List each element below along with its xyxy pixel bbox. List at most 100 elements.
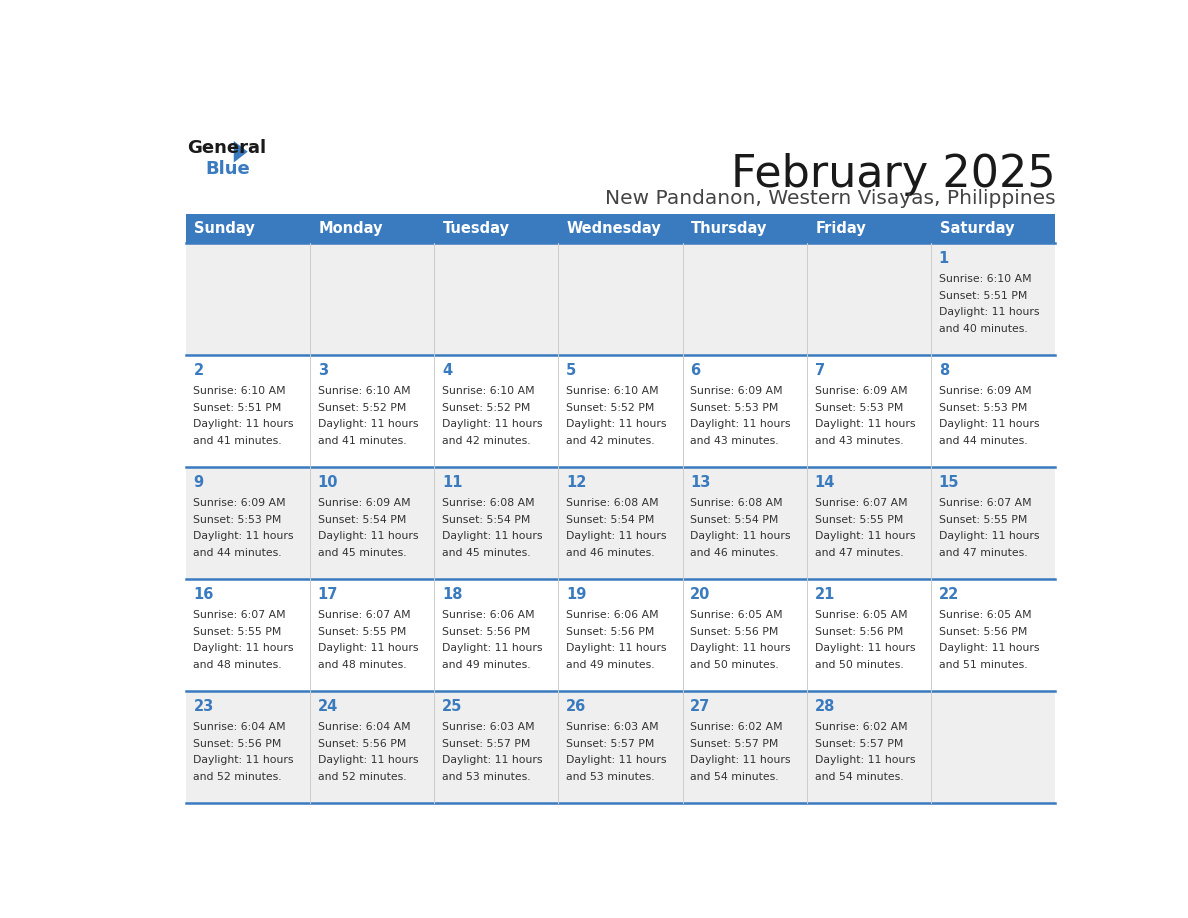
Text: Sunrise: 6:09 AM: Sunrise: 6:09 AM — [690, 386, 783, 397]
Text: Sunset: 5:53 PM: Sunset: 5:53 PM — [815, 403, 903, 413]
Text: Sunset: 5:56 PM: Sunset: 5:56 PM — [317, 739, 406, 748]
Text: Sunrise: 6:08 AM: Sunrise: 6:08 AM — [690, 498, 783, 508]
Text: Sunrise: 6:05 AM: Sunrise: 6:05 AM — [815, 610, 908, 620]
Text: Sunday: Sunday — [195, 221, 255, 236]
Text: Daylight: 11 hours: Daylight: 11 hours — [194, 644, 293, 653]
Text: 6: 6 — [690, 363, 701, 378]
Text: Sunset: 5:54 PM: Sunset: 5:54 PM — [567, 515, 655, 525]
Text: Daylight: 11 hours: Daylight: 11 hours — [690, 756, 791, 765]
Text: and 42 minutes.: and 42 minutes. — [442, 436, 531, 446]
Text: and 41 minutes.: and 41 minutes. — [317, 436, 406, 446]
Text: Saturday: Saturday — [940, 221, 1015, 236]
Text: Sunset: 5:56 PM: Sunset: 5:56 PM — [442, 627, 530, 636]
Bar — [558, 214, 683, 243]
Text: Sunrise: 6:05 AM: Sunrise: 6:05 AM — [939, 610, 1031, 620]
Text: Sunrise: 6:07 AM: Sunrise: 6:07 AM — [939, 498, 1031, 508]
Text: Sunrise: 6:06 AM: Sunrise: 6:06 AM — [442, 610, 535, 620]
Bar — [310, 467, 434, 579]
Text: Daylight: 11 hours: Daylight: 11 hours — [939, 644, 1040, 653]
Bar — [434, 467, 558, 579]
Bar — [683, 579, 807, 691]
Text: 11: 11 — [442, 475, 462, 490]
Bar — [185, 243, 310, 355]
Text: Sunrise: 6:10 AM: Sunrise: 6:10 AM — [317, 386, 410, 397]
Text: and 47 minutes.: and 47 minutes. — [939, 548, 1028, 558]
Text: and 40 minutes.: and 40 minutes. — [939, 324, 1028, 334]
Text: Daylight: 11 hours: Daylight: 11 hours — [567, 420, 666, 430]
Text: Sunset: 5:54 PM: Sunset: 5:54 PM — [690, 515, 778, 525]
Text: Daylight: 11 hours: Daylight: 11 hours — [815, 644, 915, 653]
Text: Sunrise: 6:09 AM: Sunrise: 6:09 AM — [317, 498, 410, 508]
Text: Daylight: 11 hours: Daylight: 11 hours — [317, 532, 418, 542]
Text: and 50 minutes.: and 50 minutes. — [815, 660, 903, 670]
Text: 20: 20 — [690, 587, 710, 602]
Text: Sunrise: 6:04 AM: Sunrise: 6:04 AM — [317, 722, 410, 732]
Text: Sunset: 5:57 PM: Sunset: 5:57 PM — [815, 739, 903, 748]
Text: and 41 minutes.: and 41 minutes. — [194, 436, 282, 446]
Bar — [807, 691, 931, 803]
Bar — [807, 467, 931, 579]
Text: 1: 1 — [939, 251, 949, 266]
Text: Sunrise: 6:09 AM: Sunrise: 6:09 AM — [939, 386, 1031, 397]
Bar — [683, 467, 807, 579]
Text: Sunrise: 6:08 AM: Sunrise: 6:08 AM — [567, 498, 658, 508]
Text: Sunrise: 6:09 AM: Sunrise: 6:09 AM — [194, 498, 286, 508]
Text: 12: 12 — [567, 475, 587, 490]
Text: New Pandanon, Western Visayas, Philippines: New Pandanon, Western Visayas, Philippin… — [605, 189, 1055, 207]
Text: 10: 10 — [317, 475, 339, 490]
Text: 19: 19 — [567, 587, 587, 602]
Text: Sunrise: 6:02 AM: Sunrise: 6:02 AM — [815, 722, 908, 732]
Bar — [683, 691, 807, 803]
Text: 16: 16 — [194, 587, 214, 602]
Text: Sunset: 5:55 PM: Sunset: 5:55 PM — [194, 627, 282, 636]
Text: Sunset: 5:52 PM: Sunset: 5:52 PM — [442, 403, 530, 413]
Bar — [683, 355, 807, 467]
Text: Sunrise: 6:03 AM: Sunrise: 6:03 AM — [567, 722, 658, 732]
Text: Sunrise: 6:09 AM: Sunrise: 6:09 AM — [815, 386, 908, 397]
Text: Sunrise: 6:07 AM: Sunrise: 6:07 AM — [815, 498, 908, 508]
Text: and 48 minutes.: and 48 minutes. — [194, 660, 282, 670]
Text: and 51 minutes.: and 51 minutes. — [939, 660, 1028, 670]
Text: Daylight: 11 hours: Daylight: 11 hours — [194, 532, 293, 542]
Text: Daylight: 11 hours: Daylight: 11 hours — [317, 644, 418, 653]
Text: 25: 25 — [442, 699, 462, 714]
Text: 18: 18 — [442, 587, 462, 602]
Text: Sunrise: 6:08 AM: Sunrise: 6:08 AM — [442, 498, 535, 508]
Text: Sunrise: 6:10 AM: Sunrise: 6:10 AM — [939, 274, 1031, 285]
Bar — [558, 691, 683, 803]
Text: 9: 9 — [194, 475, 203, 490]
Text: Daylight: 11 hours: Daylight: 11 hours — [815, 756, 915, 765]
Text: Sunset: 5:51 PM: Sunset: 5:51 PM — [939, 291, 1028, 301]
Text: Sunrise: 6:10 AM: Sunrise: 6:10 AM — [442, 386, 535, 397]
Text: and 43 minutes.: and 43 minutes. — [815, 436, 903, 446]
Text: and 46 minutes.: and 46 minutes. — [567, 548, 655, 558]
Text: Daylight: 11 hours: Daylight: 11 hours — [939, 420, 1040, 430]
Text: Sunset: 5:57 PM: Sunset: 5:57 PM — [442, 739, 530, 748]
Text: Sunrise: 6:10 AM: Sunrise: 6:10 AM — [567, 386, 658, 397]
Text: Tuesday: Tuesday — [443, 221, 510, 236]
Bar — [310, 579, 434, 691]
Bar — [185, 579, 310, 691]
Text: Sunset: 5:56 PM: Sunset: 5:56 PM — [567, 627, 655, 636]
Text: Daylight: 11 hours: Daylight: 11 hours — [939, 532, 1040, 542]
Text: 21: 21 — [815, 587, 835, 602]
Text: and 49 minutes.: and 49 minutes. — [567, 660, 655, 670]
Text: 5: 5 — [567, 363, 576, 378]
Bar — [807, 355, 931, 467]
Text: 28: 28 — [815, 699, 835, 714]
Text: 24: 24 — [317, 699, 337, 714]
Text: and 50 minutes.: and 50 minutes. — [690, 660, 779, 670]
Text: 3: 3 — [317, 363, 328, 378]
Text: Daylight: 11 hours: Daylight: 11 hours — [442, 420, 543, 430]
Bar — [558, 243, 683, 355]
Text: Sunrise: 6:07 AM: Sunrise: 6:07 AM — [194, 610, 286, 620]
Bar — [931, 243, 1055, 355]
Bar — [310, 214, 434, 243]
Bar — [683, 243, 807, 355]
Text: Sunset: 5:52 PM: Sunset: 5:52 PM — [317, 403, 406, 413]
Text: Daylight: 11 hours: Daylight: 11 hours — [442, 644, 543, 653]
Bar — [558, 579, 683, 691]
Text: February 2025: February 2025 — [731, 152, 1055, 196]
Bar — [931, 579, 1055, 691]
Bar — [310, 355, 434, 467]
